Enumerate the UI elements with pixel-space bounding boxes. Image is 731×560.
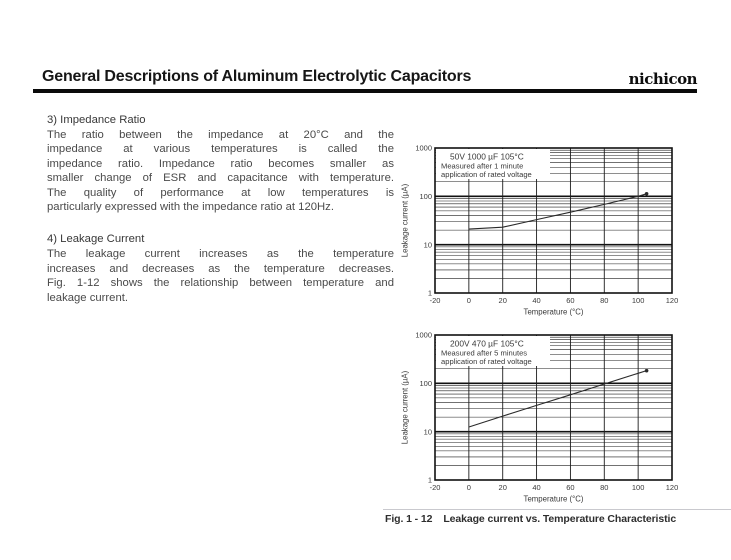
text-line: smaller change of ESR and capacitance wi…: [47, 172, 394, 185]
text-line: Fig. 1-12 shows the relationship between…: [47, 277, 394, 290]
y-tick-label: 10: [424, 427, 432, 436]
data-endpoint-marker: [644, 368, 649, 373]
y-axis-label: Leakage current (µA): [401, 183, 410, 257]
data-line: [468, 193, 647, 230]
chart-condition-title: 50V 1000 µF 105°C: [450, 152, 524, 162]
section-body-impedance-ratio: The ratio between the impedance at 20°C …: [47, 128, 394, 214]
data-endpoint-marker: [644, 191, 649, 196]
annotation-panel: [436, 149, 550, 179]
text-line: impedance at various temperatures is cal…: [47, 143, 394, 156]
text-line: leakage current.: [47, 291, 129, 304]
y-tick-label: 100: [419, 192, 432, 201]
x-axis-label: Temperature (°C): [524, 495, 584, 504]
x-tick-label: 20: [499, 296, 507, 305]
chart-condition-note: Measured after 1 minute: [441, 162, 523, 171]
x-tick-label: 40: [532, 483, 540, 492]
chart-condition-note: application of rated voltage: [441, 170, 532, 179]
text-line: particularly expressed with the impedanc…: [47, 201, 334, 214]
data-line: [468, 370, 647, 428]
x-tick-label: 60: [566, 483, 574, 492]
plot-border: [434, 147, 673, 294]
page-title: General Descriptions of Aluminum Electro…: [42, 68, 472, 85]
nichicon-logo: nichicon: [628, 70, 698, 88]
text-line: The ratio between the impedance at 20°C …: [47, 129, 394, 141]
y-tick-label: 100: [419, 379, 432, 388]
x-tick-label: 100: [632, 483, 645, 492]
text-column: 3) Impedance Ratio The ratio between the…: [47, 113, 394, 305]
text-line: The leakage current increases as the tem…: [47, 248, 394, 261]
section-body-leakage-current: The leakage current increases as the tem…: [47, 247, 394, 305]
x-tick-label: 100: [632, 296, 645, 305]
text-line: increases and decreases as the temperatu…: [47, 262, 394, 275]
chart-condition-title: 200V 470 µF 105°C: [450, 339, 524, 349]
caption-rule: [383, 509, 731, 510]
y-tick-label: 1: [428, 476, 432, 485]
x-tick-label: 40: [532, 296, 540, 305]
leakage-chart-50v: 50V 1000 µF 105°C Measured after 1 minute…: [393, 138, 693, 323]
x-tick-label: 120: [666, 296, 679, 305]
header-rule: [33, 89, 697, 93]
x-axis-label: Temperature (°C): [524, 308, 584, 317]
text-line: impedance ratio. Impedance ratio becomes…: [47, 157, 394, 170]
x-tick-label: 0: [467, 296, 471, 305]
x-tick-label: 60: [566, 296, 574, 305]
plot-border: [434, 334, 673, 481]
leakage-chart-200v: 200V 470 µF 105°C Measured after 5 minute…: [393, 325, 693, 510]
figure-caption: Fig. 1 - 12 Leakage current vs. Temperatu…: [385, 513, 676, 525]
chart-condition-note: Measured after 5 minutes: [441, 349, 527, 358]
y-tick-label: 10: [424, 240, 432, 249]
text-line: The quality of performance at low temper…: [47, 186, 394, 199]
y-tick-label: 1000: [415, 144, 432, 153]
annotation-panel: [436, 336, 550, 366]
figure-caption-label: Fig. 1 - 12: [385, 513, 433, 525]
y-tick-label: 1000: [415, 331, 432, 340]
figure-caption-text: Leakage current vs. Temperature Characte…: [443, 513, 677, 525]
x-tick-label: 120: [666, 483, 679, 492]
section-heading-impedance-ratio: 3) Impedance Ratio: [47, 114, 146, 126]
y-axis-label: Leakage current (µA): [401, 370, 410, 444]
x-tick-label: 80: [600, 483, 608, 492]
x-tick-label: -20: [430, 296, 441, 305]
section-heading-leakage-current: 4) Leakage Current: [47, 233, 145, 246]
y-tick-label: 1: [428, 289, 432, 298]
x-tick-label: -20: [430, 483, 441, 492]
x-tick-label: 80: [600, 296, 608, 305]
x-tick-label: 0: [467, 483, 471, 492]
chart-condition-note: application of rated voltage: [441, 357, 532, 366]
x-tick-label: 20: [499, 483, 507, 492]
